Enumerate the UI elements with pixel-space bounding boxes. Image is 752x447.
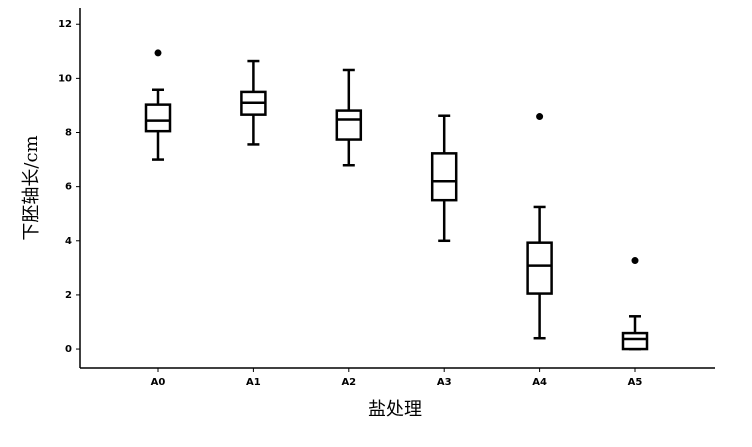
box	[526, 241, 553, 295]
outlier	[154, 49, 162, 57]
x-tick-label: A3	[437, 377, 452, 388]
x-tick-label: A1	[246, 377, 261, 388]
box	[430, 152, 458, 202]
x-tick-label: A5	[628, 377, 643, 388]
y-axis-label: 下胚轴长/cm	[21, 135, 42, 240]
y-tick-label: 0	[65, 344, 72, 355]
x-tick-label: A2	[341, 377, 356, 388]
y-tick-label: 12	[58, 19, 72, 30]
y-tick-label: 10	[58, 73, 72, 84]
box	[621, 331, 649, 351]
y-tick-label: 2	[65, 290, 72, 301]
y-tick-label: 8	[65, 128, 72, 139]
x-axis-label: 盐处理	[368, 399, 422, 420]
x-tick-label: A0	[151, 377, 166, 388]
y-tick-label: 4	[65, 236, 72, 247]
y-tick-label: 6	[65, 182, 72, 193]
outlier	[536, 113, 544, 121]
box	[335, 109, 363, 141]
box	[144, 103, 172, 133]
outlier	[631, 257, 639, 265]
x-tick-label: A4	[532, 377, 547, 388]
